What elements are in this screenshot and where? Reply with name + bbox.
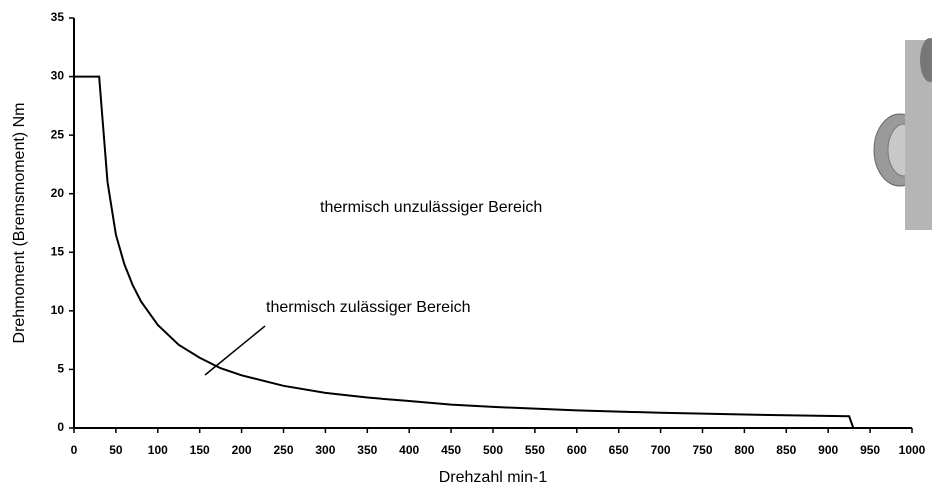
x-tick-label: 350 (357, 443, 377, 457)
x-tick-label: 500 (483, 443, 503, 457)
x-tick-label: 200 (232, 443, 252, 457)
x-tick-label: 100 (148, 443, 168, 457)
y-tick-label: 10 (51, 303, 65, 317)
product-illustration (873, 38, 932, 230)
x-tick-label: 450 (441, 443, 461, 457)
x-axis-label: Drehzahl min-1 (439, 469, 548, 486)
y-tick-label: 0 (57, 420, 64, 434)
x-tick-label: 150 (190, 443, 210, 457)
y-tick-label: 5 (57, 362, 64, 376)
y-tick-label: 15 (51, 244, 65, 258)
x-tick-label: 1000 (899, 443, 926, 457)
y-tick-label: 30 (51, 69, 65, 83)
line (74, 75, 855, 429)
x-tick-label: 300 (315, 443, 335, 457)
x-tick-label: 650 (609, 443, 629, 457)
annotation: thermisch zulässiger Bereich (266, 299, 471, 316)
x-tick-label: 800 (734, 443, 754, 457)
x-tick-label: 400 (399, 443, 419, 457)
annotation: thermisch unzulässiger Bereich (320, 199, 542, 216)
annotation-pointer (204, 325, 266, 376)
x-tick-label: 850 (776, 443, 796, 457)
x-tick-label: 900 (818, 443, 838, 457)
y-tick-label: 20 (51, 186, 65, 200)
x-tick-label: 50 (109, 443, 123, 457)
x-tick-label: 950 (860, 443, 880, 457)
x-tick-label: 0 (71, 443, 78, 457)
x-tick-label: 700 (651, 443, 671, 457)
y-axis-label: Drehmoment (Bremsmoment) Nm (11, 103, 28, 344)
y-tick-label: 35 (51, 10, 65, 24)
x-tick-label: 550 (525, 443, 545, 457)
x-tick-label: 600 (567, 443, 587, 457)
x-tick-label: 250 (273, 443, 293, 457)
x-tick-label: 750 (692, 443, 712, 457)
y-tick-label: 25 (51, 127, 65, 141)
